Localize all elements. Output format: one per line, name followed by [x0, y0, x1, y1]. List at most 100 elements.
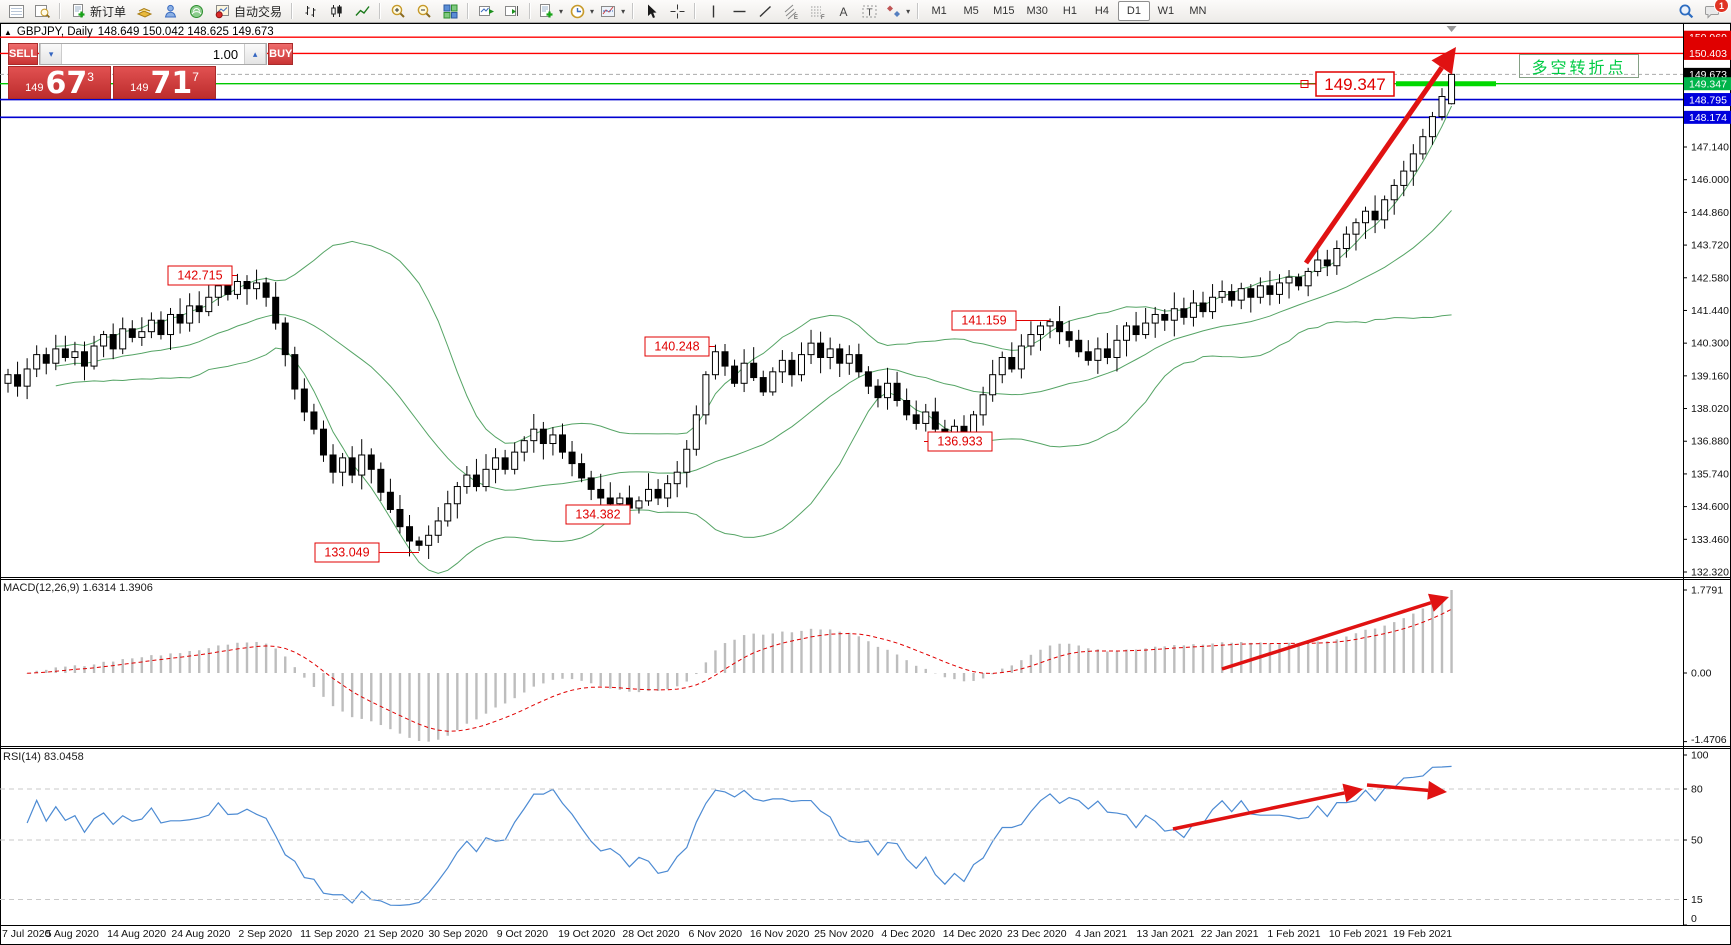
price-axis-label: 132.320 — [1691, 566, 1729, 578]
vertical-line-tool[interactable] — [700, 0, 726, 22]
tab-timeframe-w1[interactable]: W1 — [1157, 5, 1175, 17]
candle-body — [1295, 276, 1303, 287]
price-badge — [1684, 93, 1731, 107]
trend-arrow[interactable] — [1303, 66, 1444, 265]
text-label-tool[interactable]: T — [856, 0, 882, 22]
ask-price-display[interactable]: 149 71 7 — [113, 66, 216, 99]
candle-body — [396, 508, 404, 528]
price-callout-box[interactable] — [314, 542, 380, 563]
bar-chart-button[interactable] — [297, 0, 323, 22]
rsi-axis-label: 50 — [1691, 835, 1703, 847]
macd-axis-label: -1.4706 — [1691, 734, 1727, 746]
tab-timeframe-m5[interactable]: M5 — [963, 5, 979, 17]
new-order-button[interactable]: 新订单 — [65, 0, 131, 22]
market-watch-button[interactable] — [131, 0, 157, 22]
crosshair-tool-button[interactable] — [664, 0, 690, 22]
bollinger-band-line — [55, 105, 1453, 444]
tab-timeframe-m30[interactable]: M30 — [1026, 5, 1048, 17]
signal-button[interactable] — [183, 0, 209, 22]
periods-dropdown[interactable]: ▾ — [566, 0, 597, 22]
candle-body — [186, 305, 194, 324]
tab-timeframe-d1[interactable]: D1 — [1117, 1, 1150, 21]
candle-body — [1209, 296, 1217, 313]
bull-bear-turning-point-note[interactable]: 多空转折点 — [1519, 54, 1639, 78]
candle-body — [1409, 153, 1417, 172]
candlestick-chart-button[interactable] — [323, 0, 349, 22]
price-callout-box[interactable] — [951, 310, 1017, 331]
candle-body — [721, 351, 729, 367]
tab-timeframe-h1[interactable]: H1 — [1062, 5, 1077, 17]
navigator-button[interactable] — [157, 0, 183, 22]
candle-body — [1036, 325, 1044, 336]
candle-body — [71, 351, 79, 358]
candle-body — [922, 411, 930, 424]
price-callout-box[interactable] — [927, 431, 993, 452]
zoom-out-button[interactable] — [411, 0, 437, 22]
bid-price-display[interactable]: 149 67 3 — [8, 66, 111, 99]
templates-dropdown[interactable]: ▾ — [597, 0, 628, 22]
tab-timeframe-mn[interactable]: MN — [1189, 5, 1207, 17]
price-callout-box[interactable] — [565, 504, 631, 525]
date-axis-label: 4 Dec 2020 — [881, 928, 936, 940]
trend-arrow-head[interactable] — [1428, 593, 1449, 612]
price-axis-label: 139.160 — [1691, 370, 1729, 382]
price-callout-label: 149.347 — [1324, 75, 1385, 94]
tab-timeframe-m1[interactable]: M1 — [931, 5, 947, 17]
tile-windows-icon — [443, 4, 458, 18]
ask-price-big: 71 — [150, 66, 193, 101]
candle-body — [912, 414, 920, 424]
volume-decrease-button[interactable]: ▾ — [40, 44, 63, 64]
trend-arrow[interactable] — [1221, 601, 1432, 671]
candle-body — [740, 362, 748, 384]
search-button[interactable] — [1673, 0, 1699, 22]
chart-window-button[interactable] — [3, 0, 29, 22]
rsi-axis-label: 15 — [1691, 894, 1703, 906]
auto-scroll-button[interactable] — [473, 0, 499, 22]
price-callout-box[interactable] — [644, 336, 710, 357]
cursor-tool-button[interactable] — [638, 0, 664, 22]
line-chart-button[interactable] — [349, 0, 375, 22]
price-axis-label: 138.020 — [1691, 403, 1729, 415]
horizontal-line-tool[interactable] — [726, 0, 752, 22]
zoom-in-button[interactable] — [385, 0, 411, 22]
candle-body — [1084, 351, 1092, 361]
chevron-down-icon: ▾ — [621, 6, 626, 16]
tab-timeframe-m15[interactable]: M15 — [993, 5, 1015, 17]
tile-windows-button[interactable] — [437, 0, 463, 22]
candle-body — [664, 483, 672, 499]
indicators-dropdown[interactable]: ▾ — [535, 0, 566, 22]
sell-button[interactable]: SELL — [8, 43, 39, 65]
candle-body — [931, 411, 939, 430]
chart-shift-button[interactable] — [499, 0, 525, 22]
trend-arrow[interactable] — [1366, 783, 1429, 793]
candle-body — [1362, 210, 1370, 224]
price-callout-box[interactable] — [167, 265, 233, 286]
volume-input[interactable] — [62, 44, 245, 64]
trend-arrow[interactable] — [1172, 791, 1345, 831]
candle-body — [1142, 322, 1150, 336]
horizontal-line-icon — [733, 10, 746, 12]
tab-timeframe-h4[interactable]: H4 — [1094, 5, 1109, 17]
trend-arrow-head[interactable] — [1431, 47, 1456, 75]
price-callout-box[interactable] — [1315, 71, 1395, 97]
trend-arrow-head[interactable] — [1342, 783, 1363, 803]
candle-body — [578, 463, 586, 479]
candle-body — [520, 440, 528, 453]
candle-body — [587, 477, 595, 490]
channel-tool[interactable]: E — [778, 0, 804, 22]
callout-handle[interactable] — [1300, 80, 1309, 88]
trend-arrow-head[interactable] — [1427, 780, 1447, 800]
trendline-tool[interactable] — [752, 0, 778, 22]
price-badge-label: 150.403 — [1689, 48, 1727, 60]
macd-axis-label: 0.00 — [1691, 668, 1712, 680]
autotrading-button[interactable]: 自动交易 — [209, 0, 287, 22]
volume-increase-button[interactable]: ▴ — [244, 44, 267, 64]
candle-body — [645, 488, 653, 502]
data-window-button[interactable] — [29, 0, 55, 22]
fibonacci-tool[interactable]: F — [804, 0, 830, 22]
arrows-dropdown[interactable]: ▾ — [882, 0, 913, 22]
buy-button[interactable]: BUY — [268, 43, 294, 65]
notifications-button[interactable]: 1 — [1699, 0, 1729, 22]
text-tool[interactable]: A — [830, 0, 856, 22]
